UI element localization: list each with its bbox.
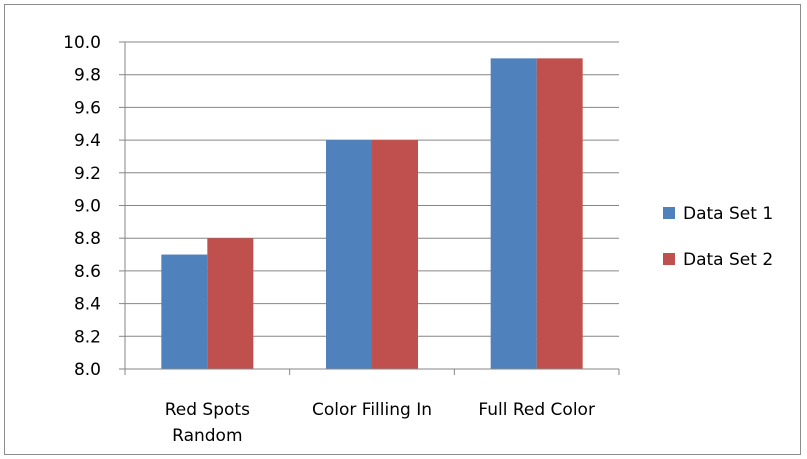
y-tick-label: 8.0 — [74, 360, 101, 380]
x-category-labels: Red Spots Random Color Filling In Full Red … — [165, 400, 595, 446]
y-tick-label: 10.0 — [63, 33, 101, 53]
legend-swatch — [663, 207, 675, 219]
legend-swatch — [663, 253, 675, 265]
y-tick-label: 9.2 — [74, 164, 101, 184]
x-category-label: Red Spots — [165, 400, 250, 420]
legend: Data Set 1 Data Set 2 — [663, 204, 773, 270]
y-tick-label: 8.2 — [74, 327, 101, 347]
y-tick-label: 9.8 — [74, 66, 101, 86]
y-tick-label: 9.4 — [74, 131, 101, 151]
y-tick-label: 9.6 — [74, 98, 101, 118]
y-tick-label: 8.8 — [74, 229, 101, 249]
bar — [326, 140, 372, 369]
bar — [491, 58, 537, 369]
x-category-label: Color Filling In — [312, 400, 432, 420]
y-tick-label: 8.4 — [74, 295, 101, 315]
y-tick-label: 8.6 — [74, 262, 101, 282]
bar — [207, 238, 253, 369]
y-tick-label: 9.0 — [74, 197, 101, 217]
legend-label: Data Set 1 — [683, 204, 773, 224]
bars — [161, 58, 582, 369]
y-tick-labels: 8.0 8.2 8.4 8.6 8.8 9.0 9.2 9.4 9.6 9.8 10.0 — [63, 33, 101, 380]
bar — [372, 140, 418, 369]
x-category-label: Full Red Color — [478, 400, 595, 420]
bar — [161, 255, 207, 369]
bar — [537, 58, 583, 369]
legend-label: Data Set 2 — [683, 250, 773, 270]
x-category-label: Random — [172, 426, 242, 446]
